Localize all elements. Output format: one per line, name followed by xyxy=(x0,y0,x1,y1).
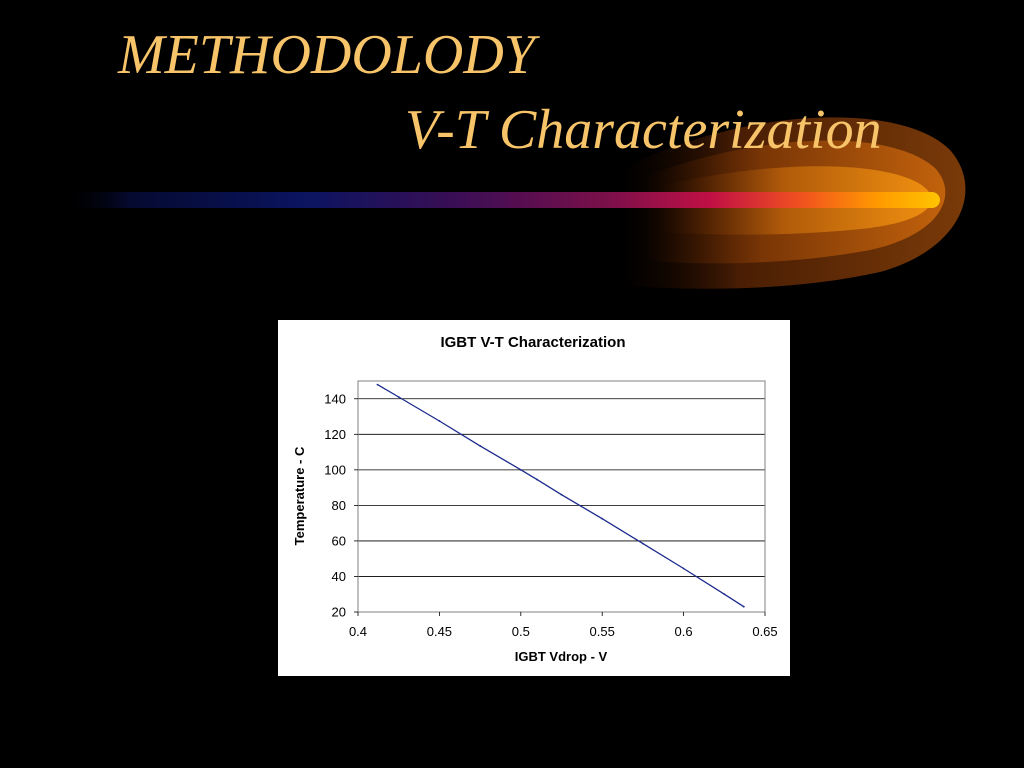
y-axis-label: Temperature - C xyxy=(292,446,307,545)
y-tick-label: 140 xyxy=(324,391,346,406)
y-tick-label: 60 xyxy=(332,533,346,548)
x-tick-label: 0.55 xyxy=(590,624,615,639)
y-tick-label: 40 xyxy=(332,569,346,584)
series-point xyxy=(742,605,745,608)
x-tick-label: 0.45 xyxy=(427,624,452,639)
y-tick-label: 100 xyxy=(324,462,346,477)
series-point xyxy=(376,383,379,386)
x-tick-label: 0.5 xyxy=(512,624,530,639)
gradient-bar xyxy=(60,192,940,208)
slide-title: METHODOLODY xyxy=(118,24,535,86)
series-point xyxy=(642,542,644,545)
x-axis-label: IGBT Vdrop - V xyxy=(515,649,608,664)
tick-labels: 20 40 60 80 100 120 140 0.4 0.45 0.5 0.55 0.6 0.65 xyxy=(324,391,777,639)
series-point xyxy=(397,396,400,398)
series-point xyxy=(560,493,563,496)
y-tick-label: 80 xyxy=(332,498,346,513)
grid-lines xyxy=(358,398,765,613)
x-tick-label: 0.6 xyxy=(675,624,693,639)
slide-subtitle: V-T Characterization xyxy=(405,99,882,161)
y-tick-label: 120 xyxy=(324,427,346,442)
chart: IGBT V-T Characterization 20 40 60 80 100 120… xyxy=(292,334,778,664)
series-point xyxy=(682,567,685,570)
chart-panel: IGBT V-T Characterization 20 40 60 80 100 120… xyxy=(278,320,790,676)
series-point xyxy=(438,420,441,422)
series-point xyxy=(519,468,522,471)
series-point xyxy=(536,478,538,481)
series-point xyxy=(601,517,604,520)
series-line xyxy=(377,384,745,608)
y-tick-label: 20 xyxy=(332,605,346,620)
series-layer xyxy=(376,383,745,608)
series-point xyxy=(479,445,481,447)
x-tick-label: 0.4 xyxy=(349,624,367,639)
chart-title: IGBT V-T Characterization xyxy=(440,334,625,351)
series-point xyxy=(723,593,726,596)
x-tick-label: 0.65 xyxy=(752,624,777,639)
decorative-swoosh xyxy=(60,117,966,289)
plot-area-border xyxy=(357,380,766,613)
